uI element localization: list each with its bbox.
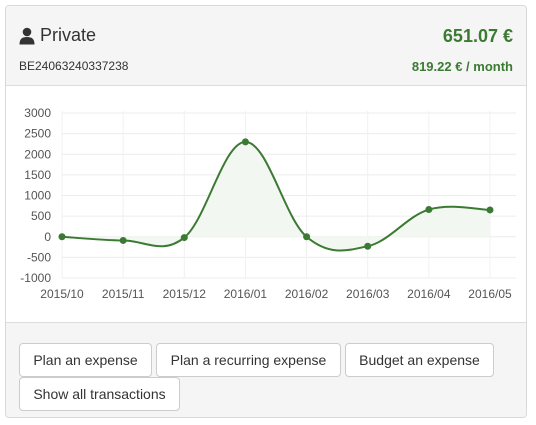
series-line: [61, 140, 491, 252]
account-balance: 651.07 €: [442, 26, 513, 46]
account-name: Private: [40, 25, 97, 45]
y-tick-label: 1500: [24, 168, 51, 182]
y-tick-label: -1000: [20, 271, 51, 285]
x-tick-label: 2015/12: [163, 287, 207, 301]
account-header: Private BE24063240337238 651.07 € 819.22…: [6, 6, 526, 86]
x-tick-label: 2015/11: [102, 287, 145, 301]
data-point: [58, 233, 66, 241]
x-tick-label: 2016/04: [407, 287, 451, 301]
y-tick-label: 2000: [24, 147, 51, 161]
monthly-amount: 819.22 € / month: [411, 59, 513, 74]
data-point: [364, 242, 372, 250]
budget-expense-button[interactable]: Budget an expense: [345, 343, 494, 377]
data-point: [303, 233, 311, 241]
x-tick-label: 2016/03: [346, 287, 390, 301]
account-title: Private: [19, 25, 96, 46]
balance-chart: 3000 2500 2000 1500 1000 500 0 -500 -1000 2015/10…: [6, 86, 526, 322]
y-tick-label: 0: [44, 230, 51, 244]
balance-chart-svg: 3000 2500 2000 1500 1000 500 0 -500 -1000 2015/10…: [20, 106, 516, 301]
y-tick-label: 2500: [24, 127, 51, 141]
y-tick-label: 3000: [24, 106, 51, 120]
data-point: [241, 138, 249, 146]
x-tick-label: 2016/05: [468, 287, 512, 301]
x-tick-label: 2016/02: [285, 287, 329, 301]
data-point: [180, 234, 188, 242]
plan-recurring-expense-button[interactable]: Plan a recurring expense: [156, 343, 341, 377]
account-panel: Private BE24063240337238 651.07 € 819.22…: [5, 5, 527, 418]
x-tick-label: 2015/10: [40, 287, 84, 301]
user-icon: [19, 27, 35, 45]
x-tick-label: 2016/01: [224, 287, 268, 301]
data-point: [486, 206, 494, 214]
show-all-transactions-button[interactable]: Show all transactions: [19, 377, 180, 411]
plan-expense-button[interactable]: Plan an expense: [19, 343, 152, 377]
data-point: [425, 206, 433, 214]
account-iban: BE24063240337238: [19, 59, 129, 73]
y-tick-label: 1000: [24, 189, 51, 203]
data-point: [119, 236, 127, 244]
y-tick-label: 500: [31, 209, 51, 223]
action-bar: Plan an expense Plan a recurring expense…: [6, 322, 526, 417]
series-area: [62, 141, 490, 251]
y-tick-label: -500: [27, 250, 51, 264]
